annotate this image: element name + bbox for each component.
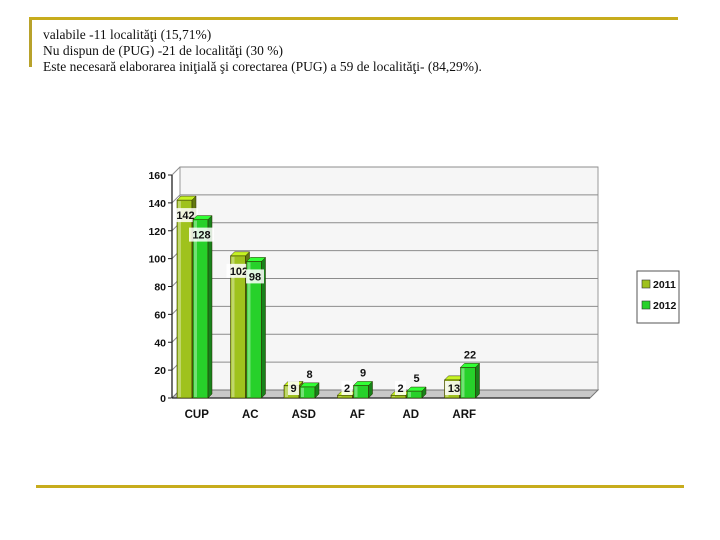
legend-box xyxy=(636,270,680,324)
y-tick-label: 160 xyxy=(148,170,166,182)
category-label-ASD: ASD xyxy=(292,409,316,421)
bar-2012-ARF xyxy=(459,362,481,399)
data-label-2012-CUP: 128 xyxy=(192,230,210,242)
data-label-2012-ASD: 8 xyxy=(306,369,312,381)
bar-2012-AD xyxy=(406,386,427,399)
y-tick-label: 0 xyxy=(160,393,166,405)
data-label-2012-AD: 5 xyxy=(413,373,419,385)
gridline-depth xyxy=(171,166,181,176)
y-tick-label: 20 xyxy=(154,365,166,377)
y-tick-label: 40 xyxy=(154,337,166,349)
legend-swatch-2011 xyxy=(641,279,651,289)
data-label-2012-AF: 9 xyxy=(360,367,366,379)
legend-label-2012: 2012 xyxy=(653,300,677,312)
data-label-2011-ASD: 9 xyxy=(290,383,296,395)
gridline-depth xyxy=(171,194,181,204)
data-label-2011-ARF: 13 xyxy=(448,383,460,395)
category-label-AF: AF xyxy=(350,409,365,421)
text-line-3: Este necesară elaborarea iniţială şi cor… xyxy=(43,59,482,74)
category-label-CUP: CUP xyxy=(185,409,210,421)
text-line-1: valabile -11 localităţi (15,71%) xyxy=(43,27,212,42)
category-label-AC: AC xyxy=(242,409,259,421)
data-label-2011-CUP: 142 xyxy=(176,210,194,222)
legend-swatch-2012 xyxy=(641,300,651,310)
bar-2012-CUP xyxy=(189,214,214,399)
slide-accent-bottom-line xyxy=(36,485,684,488)
bar-2012-ASD xyxy=(299,382,320,399)
data-label-2011-AD: 2 xyxy=(397,383,403,395)
data-label-2012-AC: 98 xyxy=(249,271,261,283)
legend-label-2011: 2011 xyxy=(653,279,676,291)
bar-2012-AF xyxy=(352,380,374,399)
slide-accent-vertical-line xyxy=(29,17,32,67)
data-label-2011-AC: 102 xyxy=(230,266,248,278)
y-tick-label: 100 xyxy=(148,254,166,266)
data-label-2012-ARF: 22 xyxy=(464,349,476,361)
bar-2012-AC xyxy=(245,256,267,399)
category-label-ARF: ARF xyxy=(452,409,476,421)
y-tick-label: 120 xyxy=(148,226,166,238)
category-label-AD: AD xyxy=(402,409,419,421)
slide-accent-top-line xyxy=(29,17,678,20)
slide-text-block: valabile -11 localităţi (15,71%) Nu disp… xyxy=(43,27,482,75)
y-tick-label: 140 xyxy=(148,198,166,210)
text-line-2: Nu dispun de (PUG) -21 de localităţi (30… xyxy=(43,43,283,58)
y-tick-label: 60 xyxy=(154,309,166,321)
data-label-2011-AF: 2 xyxy=(344,383,350,395)
y-tick-label: 80 xyxy=(154,282,166,294)
